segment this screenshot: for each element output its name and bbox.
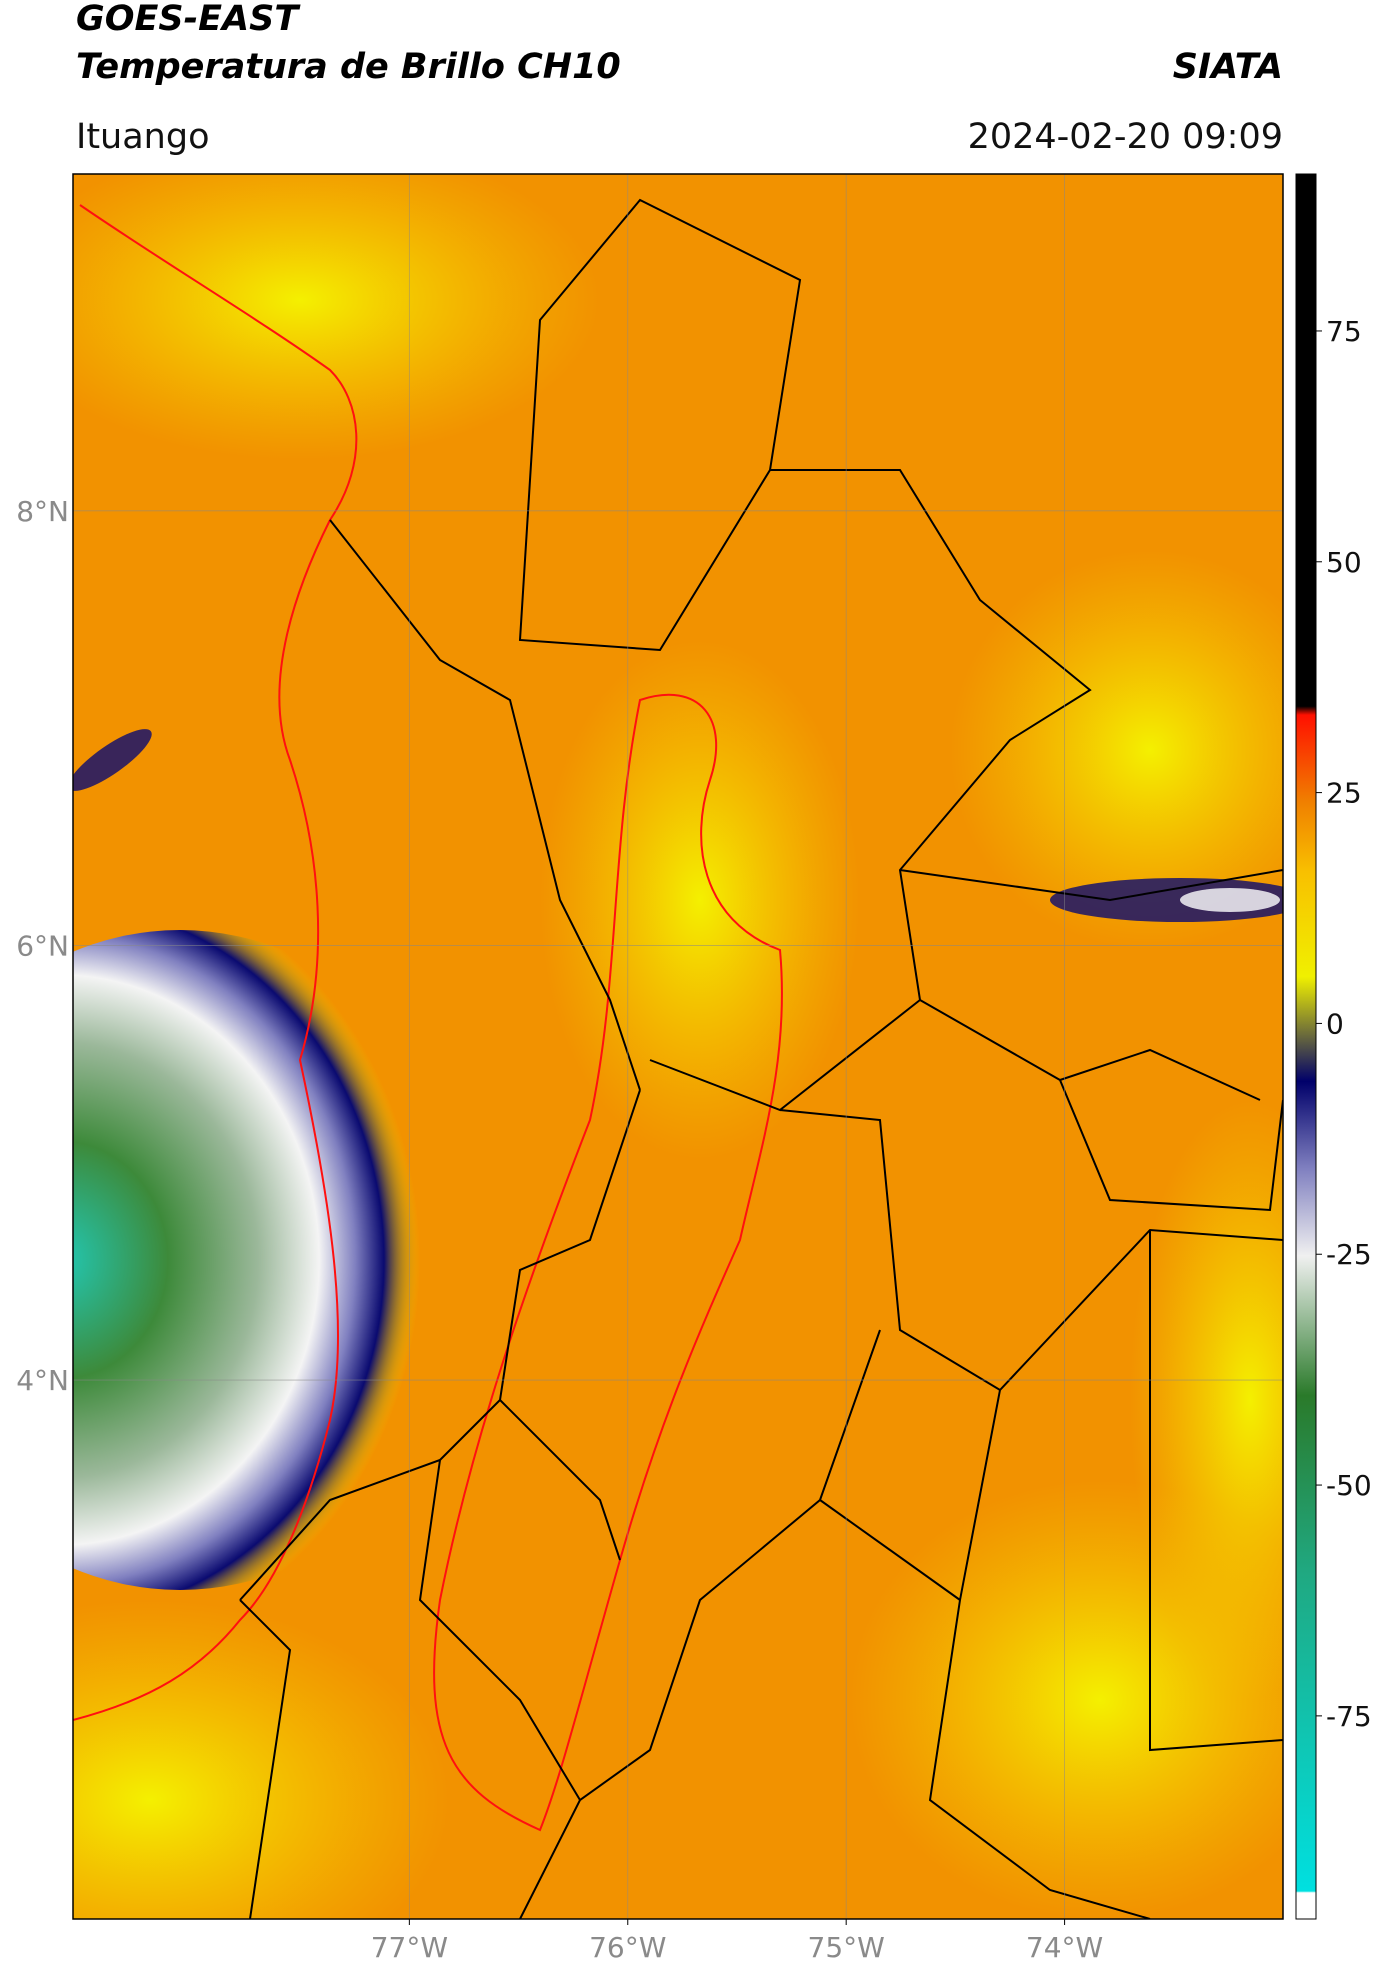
map-frame	[72, 173, 1284, 1920]
x-tick-label: 75°W	[808, 1931, 885, 1964]
colorbar	[1295, 173, 1317, 1920]
colorbar-tick-label: 50	[1326, 546, 1362, 579]
satellite-title: GOES-EAST	[76, 0, 301, 39]
y-tick-label: 6°N	[16, 929, 69, 962]
colorbar-tick-label: 0	[1326, 1007, 1344, 1040]
colorbar-tick-label: -50	[1326, 1469, 1372, 1502]
y-tick-label: 4°N	[16, 1364, 69, 1397]
colorbar-tick-label: -25	[1326, 1238, 1372, 1271]
source-label: SIATA	[1173, 47, 1283, 87]
colorbar-tick-label: 25	[1326, 777, 1362, 810]
colorbar-tick-label: -75	[1326, 1700, 1372, 1733]
x-tick-label: 76°W	[589, 1931, 666, 1964]
x-tick-label: 74°W	[1026, 1931, 1103, 1964]
map-image	[73, 174, 1283, 1919]
x-tick-label: 77°W	[371, 1931, 448, 1964]
timestamp-label: 2024-02-20 09:09	[968, 117, 1283, 157]
colorbar-tick-label: 75	[1326, 315, 1362, 348]
location-label: Ituango	[76, 117, 210, 157]
grid	[73, 174, 1283, 1919]
product-title: Temperatura de Brillo CH10	[76, 47, 621, 87]
y-tick-label: 8°N	[16, 495, 69, 528]
